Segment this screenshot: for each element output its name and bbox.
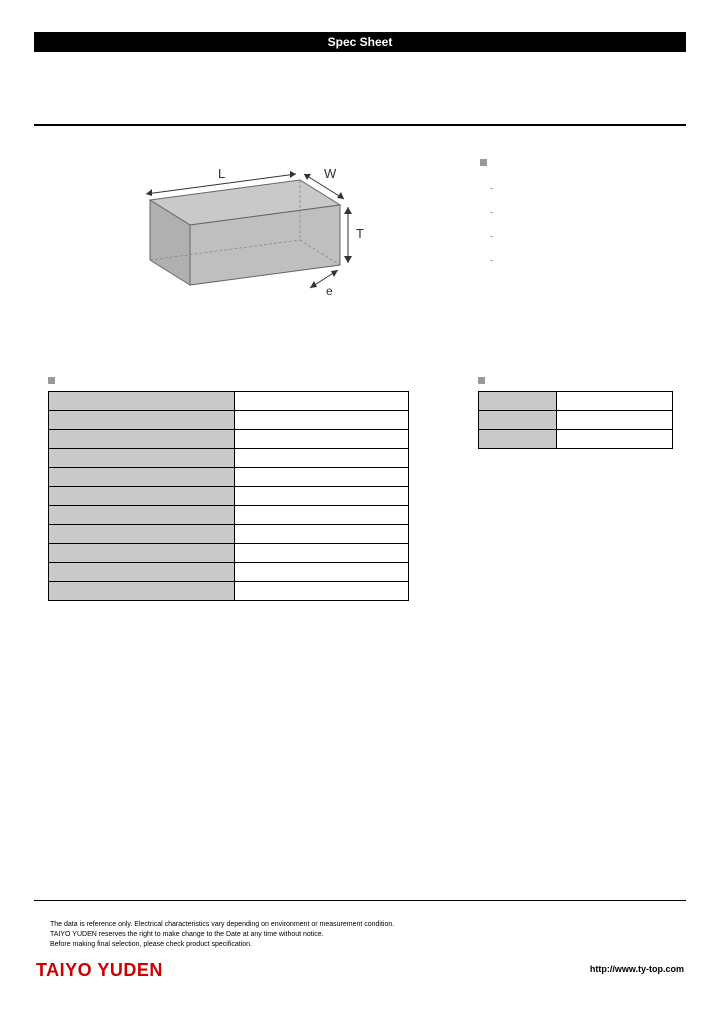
spec-table [48,391,409,601]
dim-item-1: - [490,207,493,217]
footer-note-2: TAIYO YUDEN reserves the right to make c… [50,930,394,940]
table-row [49,449,409,468]
table-row [479,392,673,411]
label-W: W [324,166,337,181]
table-row [49,582,409,601]
page-title: Spec Sheet [328,35,393,49]
label-T: T [356,226,364,241]
bullet-icon [480,159,487,166]
table-row [479,430,673,449]
divider-bottom [34,900,686,901]
footer-note-1: The data is reference only. Electrical c… [50,920,394,930]
table-row [479,411,673,430]
label-e: e [326,284,333,298]
pkg-table-section [478,376,673,449]
footer-note-3: Before making final selection, please ch… [50,940,394,950]
dim-item-0: - [490,183,493,193]
bullet-icon [478,377,485,384]
dimension-list: - - - - [480,158,493,265]
table-row [49,487,409,506]
table-row [49,392,409,411]
table-row [49,506,409,525]
component-diagram: L W T e [110,160,370,320]
label-L: L [218,166,225,181]
footer-url: http://www.ty-top.com [590,964,684,974]
table-row [49,544,409,563]
footer-notes: The data is reference only. Electrical c… [50,920,394,949]
pkg-table [478,391,673,449]
divider-top [34,124,686,126]
table-row [49,525,409,544]
header-bar: Spec Sheet [34,32,686,52]
bullet-icon [48,377,55,384]
table-row [49,411,409,430]
dim-item-2: - [490,231,493,241]
table-row [49,468,409,487]
table-row [49,563,409,582]
spec-table-section [48,376,409,601]
brand-logo: TAIYO YUDEN [36,960,163,981]
table-row [49,430,409,449]
dim-item-3: - [490,255,493,265]
